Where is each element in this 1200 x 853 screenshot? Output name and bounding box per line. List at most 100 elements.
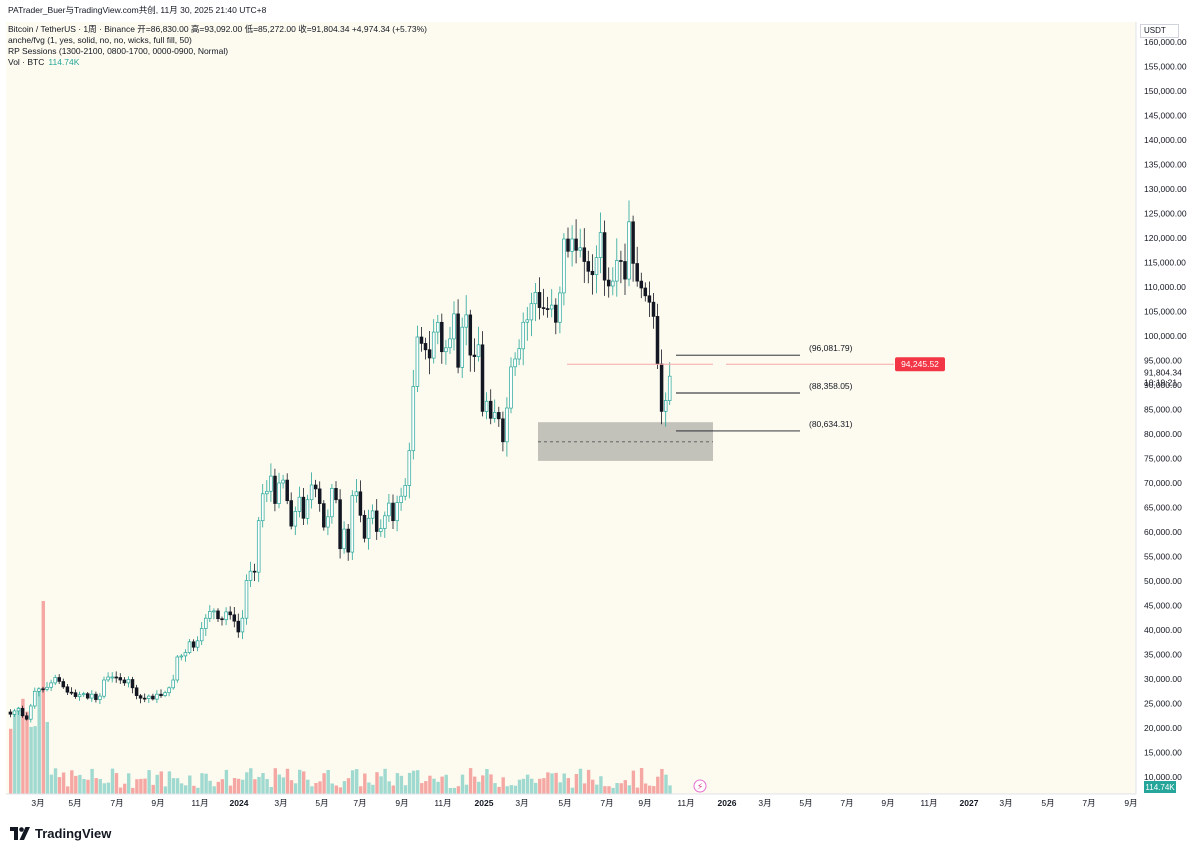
volume-bar — [338, 787, 343, 794]
volume-bar — [200, 773, 204, 794]
price-axis[interactable]: 10,000.00 15,000.00 20,000.00 25,000.00 30,0… — [1135, 22, 1187, 794]
candle-body — [195, 640, 200, 648]
candle-body — [436, 321, 440, 333]
indicator-sessions-line[interactable]: RP Sessions (1300-2100, 0800-1700, 0000-… — [8, 46, 229, 56]
volume-bar — [326, 770, 330, 794]
volume-legend[interactable]: Vol · BTC 114.74K — [8, 57, 79, 67]
time-tick-label: 3月 — [758, 798, 771, 808]
level-lines: (96,081.79) (88,358.05) (80,634.31) 94,245.… — [567, 343, 945, 432]
candle-body — [110, 676, 114, 679]
indicator-fvg-line[interactable]: anche/fvg (1, yes, solid, no, no, wicks,… — [8, 35, 192, 45]
volume-bar — [497, 786, 501, 794]
candle-body — [244, 580, 249, 619]
time-tick-label: 9月 — [151, 798, 164, 808]
volume-bar — [481, 775, 485, 794]
volume-bar — [289, 780, 294, 794]
candle-body — [277, 482, 281, 504]
candle-body — [370, 510, 375, 519]
candle-body — [151, 695, 155, 700]
candle-body — [558, 292, 562, 323]
tradingview-logo[interactable]: TradingView — [10, 824, 111, 842]
volume-bar — [224, 769, 229, 794]
candle-body — [24, 715, 29, 720]
volume-bar — [118, 787, 123, 794]
candle-body — [521, 321, 525, 350]
candle-body — [468, 314, 473, 356]
price-tick-label: 40,000.00 — [1144, 625, 1182, 635]
price-tick-label: 130,000.00 — [1144, 184, 1187, 194]
candle-body — [346, 528, 350, 553]
candle-body — [517, 348, 521, 360]
volume-bar — [611, 787, 615, 794]
volume-bar — [216, 781, 220, 794]
price-tick-label: 20,000.00 — [1144, 723, 1182, 733]
red-price-tag[interactable] — [895, 357, 945, 372]
candle-body — [163, 692, 167, 696]
volume-bar — [273, 768, 277, 794]
volume-bar — [428, 775, 432, 794]
volume-bar — [167, 771, 172, 794]
volume-bar — [485, 769, 489, 794]
volume-bar — [163, 786, 168, 794]
tradingview-logo-icon — [10, 827, 30, 840]
candle-body — [297, 496, 302, 512]
candle-body — [574, 238, 578, 251]
time-tick-label: 5月 — [1041, 798, 1054, 808]
candle-body — [529, 303, 534, 321]
price-tick-label: 110,000.00 — [1144, 282, 1186, 292]
candle-body — [334, 488, 338, 501]
volume-bar — [619, 783, 623, 794]
time-tick-label: 3月 — [31, 798, 44, 808]
candle-body — [167, 687, 171, 694]
volume-bar — [236, 778, 241, 794]
volume-bar — [513, 785, 518, 794]
symbol-line[interactable]: Bitcoin / TetherUS · 1周 · Binance 开=86,8… — [8, 24, 427, 34]
publisher-line: PATrader_Buer与TradingView.com共创, 11月 30,… — [8, 5, 267, 15]
volume-bar — [98, 779, 102, 794]
volume-bar — [607, 786, 611, 794]
volume-bar — [82, 779, 86, 794]
time-tick-label: 3月 — [999, 798, 1012, 808]
candle-body — [147, 695, 151, 699]
candle-body — [204, 617, 208, 629]
candle-body — [309, 484, 314, 501]
bar-countdown: 10:19:21 — [1144, 378, 1177, 388]
volume-bar — [578, 768, 583, 794]
candle-body — [65, 686, 70, 693]
volume-bar — [257, 776, 261, 794]
volume-bar — [220, 779, 224, 794]
volume-bar — [269, 787, 273, 794]
candle-body — [16, 708, 21, 712]
candle-body — [106, 676, 110, 681]
volume-bar — [135, 779, 139, 794]
time-axis[interactable]: 3月 5月 7月 9月 11月 2024 3月 5月 7月 9月 11月 2025 3月 5月 7月 9月 11… — [6, 793, 1138, 808]
volume-bar — [143, 778, 147, 794]
volume-bar — [586, 769, 591, 794]
volume-bar — [261, 773, 265, 794]
candle-body — [497, 412, 501, 420]
currency-selector[interactable]: USDT — [1140, 24, 1179, 38]
volume-bar — [66, 786, 70, 794]
candle-body — [488, 400, 493, 419]
candle-body — [505, 407, 509, 443]
time-tick-label: 11月 — [920, 798, 937, 808]
candle-body — [598, 232, 603, 258]
volume-bar — [253, 779, 257, 794]
candle-body — [501, 418, 505, 443]
events-marker-icon[interactable] — [693, 779, 707, 793]
candle-body — [570, 238, 574, 252]
volume-bar — [424, 781, 428, 794]
candle-body — [362, 514, 367, 539]
candle-body — [358, 491, 363, 516]
candle-body — [456, 313, 460, 368]
candle-body — [460, 326, 464, 368]
candle-body — [191, 641, 196, 648]
plot-background — [6, 22, 1136, 794]
time-tick-label: 7月 — [600, 798, 613, 808]
candle-body — [45, 686, 49, 690]
candle-body — [541, 307, 546, 309]
price-tick-label: 70,000.00 — [1144, 478, 1182, 488]
candle-body — [240, 617, 245, 633]
volume-bar — [114, 773, 119, 794]
